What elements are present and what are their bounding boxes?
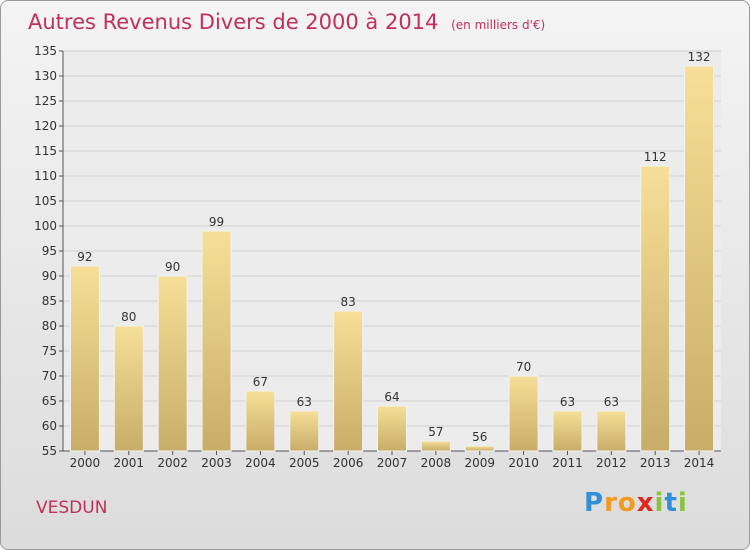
logo-letter: t (664, 488, 678, 518)
data-label: 67 (253, 375, 268, 389)
data-label: 63 (604, 395, 619, 409)
y-tick-label: 100 (34, 219, 57, 233)
data-label: 83 (340, 295, 355, 309)
data-label: 132 (688, 50, 711, 64)
data-label: 99 (209, 215, 224, 229)
bar (464, 445, 495, 452)
bar (333, 310, 364, 452)
y-tick-label: 55 (42, 444, 57, 458)
x-tick-label: 2011 (552, 456, 583, 470)
chart-title: Autres Revenus Divers de 2000 à 2014 (en… (28, 10, 545, 34)
data-label: 57 (428, 425, 443, 439)
y-tick-label: 70 (42, 369, 57, 383)
data-label: 56 (472, 430, 487, 444)
x-tick-label: 2004 (245, 456, 276, 470)
bar (684, 65, 715, 452)
x-tick-label: 2013 (640, 456, 671, 470)
commune-name: VESDUN (36, 498, 108, 518)
data-label: 63 (297, 395, 312, 409)
x-tick-label: 2007 (377, 456, 408, 470)
data-label: 92 (77, 250, 92, 264)
x-tick-label: 2000 (70, 456, 101, 470)
y-tick-label: 105 (34, 194, 57, 208)
x-tick-label: 2001 (114, 456, 145, 470)
x-tick-label: 2014 (684, 456, 715, 470)
y-tick-label: 125 (34, 94, 57, 108)
bar (201, 230, 232, 452)
y-tick-label: 115 (34, 144, 57, 158)
logo-letter: o (617, 488, 637, 518)
y-tick-label: 90 (42, 269, 57, 283)
y-tick-label: 110 (34, 169, 57, 183)
bar (245, 390, 276, 452)
bar (69, 265, 100, 452)
y-tick-label: 130 (34, 69, 57, 83)
logo-letter: x (636, 488, 655, 518)
bar (640, 165, 671, 452)
x-tick-label: 2009 (464, 456, 495, 470)
x-tick-label: 2010 (508, 456, 539, 470)
data-label: 112 (644, 150, 667, 164)
x-tick-label: 2002 (157, 456, 188, 470)
data-label: 70 (516, 360, 531, 374)
y-tick-label: 75 (42, 344, 57, 358)
data-label: 90 (165, 260, 180, 274)
x-tick-label: 2005 (289, 456, 320, 470)
proxiti-logo[interactable]: Proxiti (584, 488, 688, 518)
chart-title-text: Autres Revenus Divers de 2000 à 2014 (28, 10, 439, 34)
logo-letter: P (584, 488, 605, 518)
x-tick-label: 2003 (201, 456, 232, 470)
y-tick-label: 95 (42, 244, 57, 258)
data-label: 80 (121, 310, 136, 324)
y-tick-label: 65 (42, 394, 57, 408)
logo-letter: i (654, 488, 665, 518)
y-tick-label: 80 (42, 319, 57, 333)
bar (508, 375, 539, 452)
bar (377, 405, 407, 452)
y-tick-label: 85 (42, 294, 57, 308)
bar (552, 410, 583, 452)
y-tick-label: 60 (42, 419, 57, 433)
bar (289, 410, 320, 452)
chart-subtitle: (en milliers d'€) (451, 18, 546, 32)
logo-letter: i (677, 488, 688, 518)
bar (157, 275, 188, 452)
data-label: 64 (384, 390, 399, 404)
bar (113, 325, 144, 452)
x-tick-label: 2012 (596, 456, 627, 470)
logo-letter: r (604, 488, 618, 518)
x-tick-label: 2008 (421, 456, 452, 470)
y-tick-label: 135 (34, 44, 57, 58)
y-tick-label: 120 (34, 119, 57, 133)
x-tick-label: 2006 (333, 456, 364, 470)
bar (596, 410, 627, 452)
bar (420, 440, 451, 452)
data-label: 63 (560, 395, 575, 409)
